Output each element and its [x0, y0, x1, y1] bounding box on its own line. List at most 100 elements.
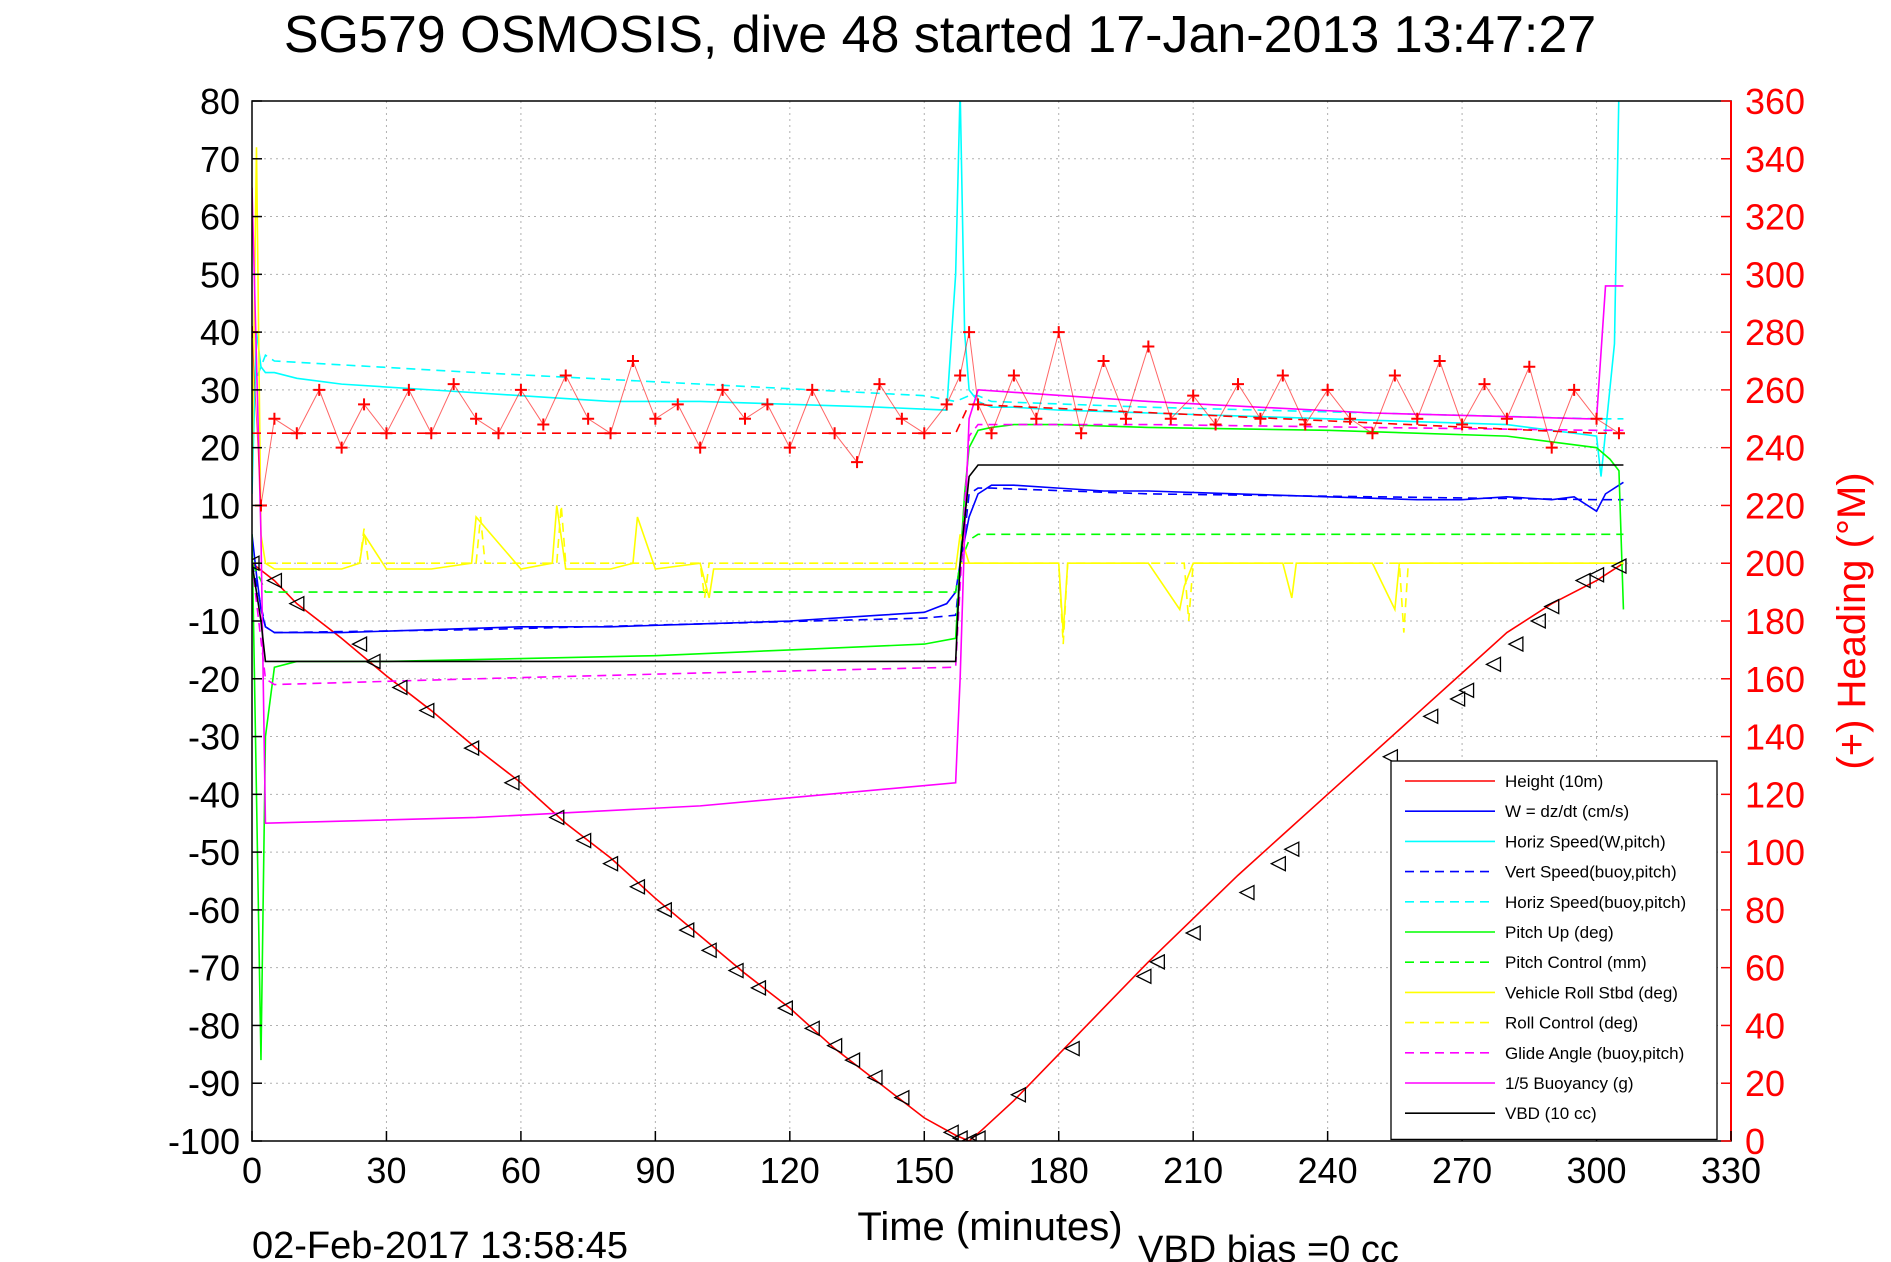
depth-marker	[288, 595, 305, 612]
depth-marker	[1063, 1040, 1080, 1057]
y-tick-label: -10	[188, 601, 240, 642]
series-line-horiz-speed-w-pitch	[252, 101, 1620, 494]
depth-marker	[418, 702, 435, 719]
depth-marker	[1238, 884, 1255, 901]
series-line-heading-dashed	[252, 403, 1624, 435]
depth-marker	[463, 740, 480, 757]
depth-marker	[803, 1020, 820, 1037]
y2-tick-label: 120	[1745, 774, 1805, 815]
x-tick-label: 90	[635, 1150, 675, 1191]
series-line-pitch-up-deg	[252, 423, 1625, 1061]
legend-entry: Horiz Speed(buoy,pitch)	[1505, 893, 1686, 912]
depth-marker	[1610, 558, 1627, 575]
grid-lines	[252, 101, 1731, 1141]
x-tick-label: 300	[1567, 1150, 1627, 1191]
y2-tick-label: 100	[1745, 832, 1805, 873]
depth-marker	[1148, 953, 1165, 970]
y2-tick-label: 240	[1745, 428, 1805, 469]
y-tick-label: 80	[200, 81, 240, 122]
depth-marker	[826, 1037, 843, 1054]
depth-marker	[960, 1132, 977, 1141]
y-tick-label: 70	[200, 139, 240, 180]
depth-marker	[364, 653, 381, 670]
depth-marker	[942, 1124, 959, 1141]
y-tick-label: 20	[200, 428, 240, 469]
depth-marker	[1009, 1086, 1027, 1103]
y-tick-label: 50	[200, 254, 240, 295]
y2-tick-label: 280	[1745, 312, 1805, 353]
depth-marker	[1135, 968, 1152, 985]
y2-tick-label: 320	[1745, 197, 1805, 238]
series-line-height-10m	[252, 562, 1624, 1141]
legend-entry: W = dz/dt (cm/s)	[1505, 802, 1629, 821]
depth-marker	[678, 922, 695, 939]
depth-marker	[727, 962, 744, 979]
depth-marker	[1588, 566, 1605, 583]
depth-marker	[602, 855, 619, 872]
depth-marker	[866, 1069, 883, 1086]
legend-entry: Glide Angle (buoy,pitch)	[1505, 1044, 1684, 1063]
y-tick-label: 0	[220, 543, 240, 584]
y2-axis-label: (+) Heading (°M)	[1830, 472, 1874, 769]
legend-box	[1390, 760, 1718, 1141]
x-tick-label: 240	[1298, 1150, 1358, 1191]
legend-entry: Horiz Speed(W,pitch)	[1505, 832, 1666, 851]
y-tick-label: -40	[188, 774, 240, 815]
y-tick-label: -20	[188, 659, 240, 700]
depth-marker	[1485, 656, 1502, 673]
series-line-vbd-10-cc	[252, 464, 1624, 663]
y2-tick-label: 0	[1745, 1121, 1765, 1162]
depth-marker	[1422, 708, 1439, 725]
legend-entry: Height (10m)	[1505, 772, 1603, 791]
legend-entry: Vert Speed(buoy,pitch)	[1505, 863, 1677, 882]
depth-marker	[1507, 636, 1524, 653]
y-axis-ticks: -100-90-80-70-60-50-40-30-20-10010203040…	[168, 81, 262, 1162]
depth-marker	[1449, 690, 1466, 708]
depth-marker	[503, 774, 520, 791]
depth-marker	[1381, 748, 1399, 765]
x-tick-label: 0	[242, 1150, 262, 1191]
series-line-horiz-speed-buoy-pitch	[252, 354, 1624, 420]
y2-tick-label: 140	[1745, 717, 1805, 758]
x-tick-label: 210	[1163, 1150, 1223, 1191]
legend-entry: 1/5 Buoyancy (g)	[1505, 1074, 1634, 1093]
y-tick-label: -80	[188, 1005, 240, 1046]
depth-marker	[1269, 855, 1286, 872]
y-tick-label: 10	[200, 485, 240, 526]
y2-tick-label: 60	[1745, 948, 1785, 989]
x-axis-ticks: 0 30 60 90 120 150 180 210 240 270 300 330	[242, 1131, 1761, 1191]
y2-tick-label: 80	[1745, 890, 1785, 931]
x-tick-label: 270	[1432, 1150, 1492, 1191]
depth-marker	[1458, 682, 1475, 699]
x-tick-label: 330	[1701, 1150, 1761, 1191]
x-tick-label: 180	[1029, 1150, 1089, 1191]
y-tick-label: 30	[200, 370, 240, 411]
y-tick-label: -30	[188, 717, 240, 758]
legend-entry: Roll Control (deg)	[1505, 1014, 1638, 1033]
depth-marker	[265, 572, 283, 589]
depth-marker	[700, 942, 717, 959]
y-tick-label: 60	[200, 197, 240, 238]
series-line-vert-speed-buoy-pitch	[252, 487, 1624, 634]
depth-marker	[776, 1000, 793, 1017]
y-tick-label: -90	[188, 1063, 240, 1104]
series-line-pitch-control-mm	[252, 533, 1624, 593]
series-line-vehicle-roll-stbd-deg	[252, 147, 1624, 633]
depth-marker	[351, 636, 368, 653]
timestamp-footer: 02-Feb-2017 13:58:45	[252, 1225, 628, 1262]
depth-marker	[391, 679, 408, 696]
legend-entry: Vehicle Roll Stbd (deg)	[1505, 983, 1678, 1002]
legend-entry: Pitch Control (mm)	[1505, 953, 1647, 972]
legend: Height (10m) W = dz/dt (cm/s) Horiz Speed(…	[1390, 760, 1718, 1141]
series-line-roll-control-deg	[252, 505, 1624, 645]
y-tick-label: -100	[168, 1121, 240, 1162]
series-line-1-5-buoyancy-g	[252, 187, 1624, 825]
legend-entry: Pitch Up (deg)	[1505, 923, 1614, 942]
depth-marker	[548, 809, 565, 826]
y-tick-label: -70	[188, 948, 240, 989]
y2-tick-label: 360	[1745, 81, 1805, 122]
y2-tick-label: 200	[1745, 543, 1805, 584]
x-tick-label: 120	[760, 1150, 820, 1191]
depth-marker	[1529, 612, 1546, 630]
